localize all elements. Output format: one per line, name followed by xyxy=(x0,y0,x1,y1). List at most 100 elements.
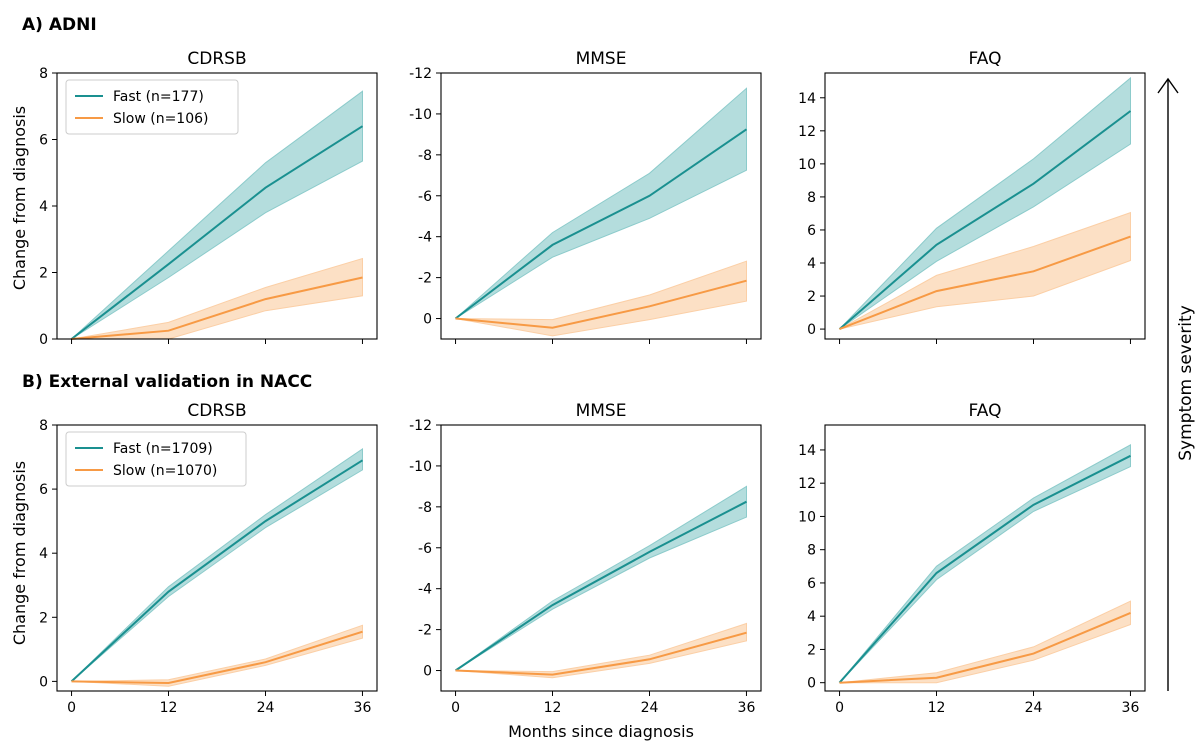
y-tick-label: -2 xyxy=(418,623,432,639)
panel-title: CDRSB xyxy=(187,401,246,421)
fast-confidence-band xyxy=(455,87,747,319)
slow-confidence-band xyxy=(455,260,747,337)
y-tick-label: 4 xyxy=(39,546,48,562)
fast-series-line xyxy=(454,128,748,320)
y-tick-label: -10 xyxy=(409,459,432,475)
axes-frame xyxy=(824,424,1146,692)
y-tick-label: 6 xyxy=(807,576,816,592)
y-tick-label: -8 xyxy=(418,148,432,164)
y-tick-label: 8 xyxy=(39,418,48,434)
y-tick-label: 2 xyxy=(39,610,48,626)
x-tick-label: 36 xyxy=(354,700,372,716)
y-tick-label: 2 xyxy=(807,642,816,658)
x-tick-label: 0 xyxy=(451,700,460,716)
y-tick-label: 4 xyxy=(807,609,816,625)
y-tick-label: 10 xyxy=(798,157,816,173)
y-tick-label: 6 xyxy=(39,133,48,149)
slow-series-line xyxy=(839,235,1131,331)
slow-confidence-band xyxy=(839,600,1131,684)
legend-label-fast: Fast (n=177) xyxy=(113,89,204,105)
y-tick-label: 4 xyxy=(39,199,48,215)
fast-confidence-band xyxy=(71,448,363,682)
y-tick-label: 8 xyxy=(39,66,48,82)
y-tick-label: 0 xyxy=(39,332,48,348)
slow-confidence-band xyxy=(71,257,363,340)
slow-series-line xyxy=(71,630,363,685)
legend-box xyxy=(65,79,239,135)
x-tick-label: 36 xyxy=(1122,700,1140,716)
fast-series-line xyxy=(838,454,1131,684)
section-a-title: A) ADNI xyxy=(22,15,97,35)
x-tick-label: 24 xyxy=(1025,700,1043,716)
axes-frame xyxy=(440,72,762,340)
section-b-title: B) External validation in NACC xyxy=(22,372,312,392)
y-tick-label: 4 xyxy=(807,256,816,272)
slow-confidence-band xyxy=(455,622,747,679)
y-tick-label: -2 xyxy=(418,271,432,287)
legend-label-fast: Fast (n=1709) xyxy=(113,441,213,457)
fast-confidence-band xyxy=(839,444,1131,684)
legend-box xyxy=(65,431,247,487)
y-tick-label: -10 xyxy=(409,107,432,123)
panel-title: FAQ xyxy=(969,401,1002,421)
y-tick-label: 8 xyxy=(807,190,816,206)
y-tick-label: 12 xyxy=(798,476,816,492)
y-tick-label: 6 xyxy=(39,482,48,498)
fast-series-line xyxy=(838,110,1132,330)
severity-arrow-head xyxy=(1157,77,1179,94)
chart-panel-3: FAQ 0 2 4 6 8 10 12 14 xyxy=(798,49,1146,344)
y-tick-label: -8 xyxy=(418,500,432,516)
fast-series-line xyxy=(70,459,364,683)
legend-label-slow: Slow (n=106) xyxy=(113,111,209,127)
y-tick-label: -6 xyxy=(418,541,432,557)
y-tick-label: 12 xyxy=(798,124,816,140)
slow-series-line xyxy=(455,631,747,676)
fast-series-line xyxy=(454,500,747,672)
y-tick-label: -4 xyxy=(418,582,432,598)
fast-series-line xyxy=(70,125,364,340)
x-tick-label: 36 xyxy=(738,700,756,716)
x-axis-label: Months since diagnosis xyxy=(508,722,694,741)
y-tick-label: 0 xyxy=(423,664,432,680)
panel-title: MMSE xyxy=(576,49,627,69)
panel-title: CDRSB xyxy=(187,49,246,69)
axes-frame xyxy=(440,424,762,692)
y-tick-label: 14 xyxy=(798,91,816,107)
chart-panel-2: MMSE 0 -2 -4 -6 -8 -10 -12 xyxy=(409,49,762,344)
y-tick-label: -4 xyxy=(418,230,432,246)
axes-frame xyxy=(56,424,378,692)
slow-series-line xyxy=(455,279,747,329)
y-tick-label: 2 xyxy=(39,266,48,282)
y-tick-label: 0 xyxy=(423,312,432,328)
slow-series-line xyxy=(839,611,1131,684)
y-axis-label-top: Change from diagnosis xyxy=(10,106,29,290)
x-tick-label: 12 xyxy=(544,700,562,716)
y-tick-label: 0 xyxy=(807,676,816,692)
axes-frame xyxy=(824,72,1146,340)
y-tick-label: 2 xyxy=(807,289,816,305)
x-tick-label: 24 xyxy=(641,700,659,716)
y-tick-label: 10 xyxy=(798,509,816,525)
x-tick-label: 0 xyxy=(835,700,844,716)
y-tick-label: 8 xyxy=(807,543,816,559)
slow-series-line xyxy=(71,276,363,340)
x-tick-label: 24 xyxy=(257,700,275,716)
symptom-severity-label: Symptom severity xyxy=(1176,305,1196,461)
panel-title: MMSE xyxy=(576,401,627,421)
y-tick-label: 6 xyxy=(807,223,816,239)
y-tick-label: -12 xyxy=(409,418,432,434)
y-tick-label: 0 xyxy=(39,674,48,690)
legend-label-slow: Slow (n=1070) xyxy=(113,463,217,479)
slow-confidence-band xyxy=(71,624,363,687)
x-tick-label: 12 xyxy=(928,700,946,716)
y-tick-label: 0 xyxy=(807,322,816,338)
panel-title: FAQ xyxy=(969,49,1002,69)
chart-panel-1: CDRSB 0 2 4 6 8 Fast (n=177) Slow (n=106) xyxy=(39,49,378,348)
y-tick-label: -12 xyxy=(409,66,432,82)
y-axis-label-bottom: Change from diagnosis xyxy=(10,461,29,645)
y-tick-label: -6 xyxy=(418,189,432,205)
